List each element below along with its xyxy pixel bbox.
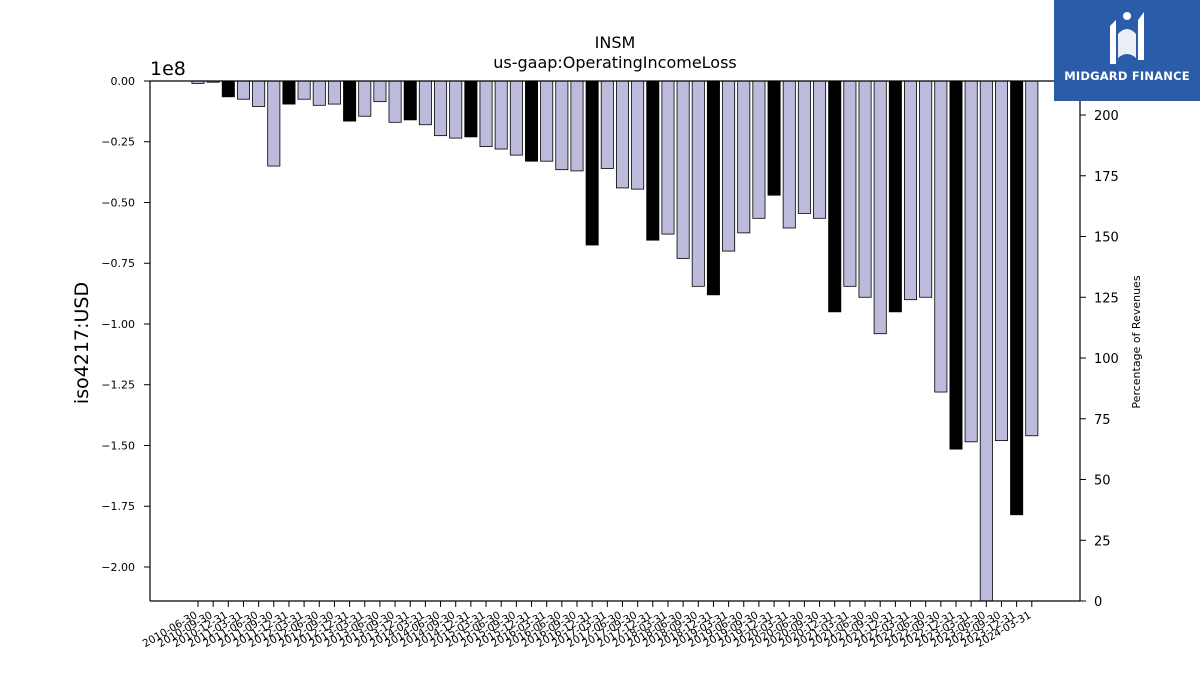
secondary-y-axis-label: Percentage of Revenues [1130,275,1143,408]
bar [737,80,751,234]
chart-subtitle: us-gaap:OperatingIncomeLoss [493,53,737,72]
bar [1010,80,1024,516]
bar [949,80,963,450]
bar [464,80,478,138]
y-offset-label: 1e8 [150,58,186,80]
bar [570,80,584,172]
bar [828,80,842,313]
bar [418,80,432,126]
bar [236,80,250,100]
bar [843,80,857,287]
bar [615,80,629,189]
bar [388,80,402,123]
bar [813,80,827,219]
y-tick-label: −0.25 [101,136,135,149]
bar [221,80,235,98]
bar [312,80,326,106]
bar [979,80,993,602]
y-tick-label: −0.75 [101,257,135,270]
bar [782,80,796,229]
chart-title: INSM [595,33,636,52]
bar [661,80,675,235]
bar [343,80,357,122]
bar [403,80,417,121]
bar [722,80,736,252]
bars-group [191,80,1039,602]
bar [646,80,660,241]
bar [676,80,690,259]
secondary-y-axis-ticks: 0 25 50 75 100 125 150 175 200 [1080,109,1119,610]
bar [858,80,872,298]
bar [282,80,296,105]
y-tick-label: 0.00 [111,75,136,88]
bar [873,80,887,335]
bar [934,80,948,393]
bar [888,80,902,313]
y2-tick-label: 50 [1094,474,1111,489]
bar [449,80,463,139]
bar [358,80,372,117]
y-tick-label: −1.50 [101,439,135,452]
bar [964,80,978,443]
bar [600,80,614,169]
y-tick-label: −1.00 [101,318,135,331]
bar [919,80,933,298]
y-tick-label: −1.25 [101,379,135,392]
bar [752,80,766,219]
y2-tick-label: 100 [1094,352,1119,367]
bar [555,80,569,171]
bar [327,80,341,105]
y2-tick-label: 0 [1094,595,1102,610]
bar [904,80,918,301]
bar [767,80,781,196]
bar [479,80,493,148]
bar [631,80,645,190]
y-tick-label: −0.50 [101,196,135,209]
bar [994,80,1008,442]
y-tick-label: −2.00 [101,561,135,574]
bar [509,80,523,156]
bar [706,80,720,296]
y-axis-label: iso4217:USD [71,282,93,404]
y-tick-label: −1.75 [101,500,135,513]
x-axis-ticks: 2010-06-302010-09-302010-12-312011-03-31… [141,601,1033,650]
brand-name: MIDGARD FINANCE [1064,69,1190,83]
y2-tick-label: 200 [1094,109,1119,124]
bar [373,80,387,103]
bar [691,80,705,287]
y-axis-ticks: 0.00 −0.25 −0.50 −0.75 −1.00 −1.25 −1.50 −1.75 −… [101,75,150,574]
bar [252,80,266,107]
y2-tick-label: 175 [1094,170,1119,185]
bar [797,80,811,214]
bar [494,80,508,150]
midgard-logo-icon [1110,12,1144,64]
bar [1025,80,1039,437]
y2-tick-label: 25 [1094,534,1111,549]
bar [267,80,281,167]
bar [540,80,554,162]
bar [525,80,539,162]
bar [297,80,311,100]
y2-tick-label: 125 [1094,291,1119,306]
y2-tick-label: 150 [1094,231,1119,246]
brand-logo: MIDGARD FINANCE [1054,0,1200,101]
axes [149,80,1081,602]
bar [434,80,448,137]
bar [585,80,599,246]
y2-tick-label: 75 [1094,413,1111,428]
